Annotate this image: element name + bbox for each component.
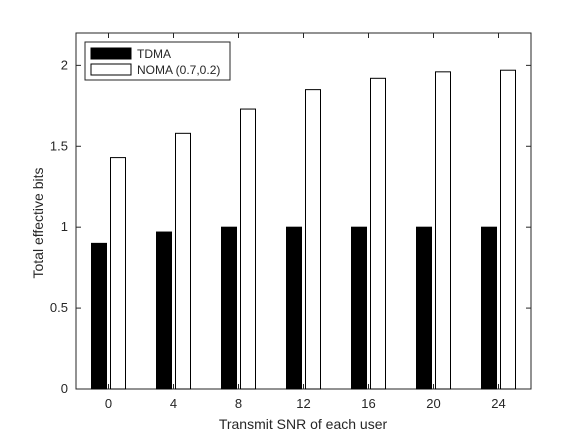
y-tick-label: 2 xyxy=(61,57,68,72)
x-tick-label: 4 xyxy=(170,396,177,411)
legend-swatch-tdma xyxy=(90,47,132,60)
y-tick-label: 1 xyxy=(61,219,68,234)
y-tick-label: 0.5 xyxy=(50,300,68,315)
bar-noma-8 xyxy=(240,108,256,390)
bar-noma-24 xyxy=(500,69,516,390)
bar-tdma-8 xyxy=(221,226,237,390)
x-axis-ticks: 0 4 8 12 16 20 24 xyxy=(105,33,506,411)
y-axis-ticks: 0 0.5 1 1.5 2 xyxy=(50,57,531,396)
plot-frame xyxy=(75,32,532,390)
x-tick-label: 24 xyxy=(491,396,505,411)
x-tick-label: 16 xyxy=(361,396,375,411)
plot-area xyxy=(75,32,532,390)
bar-noma-12 xyxy=(305,89,321,390)
x-tick-label: 20 xyxy=(426,396,440,411)
legend: TDMA NOMA (0.7,0.2) xyxy=(84,41,231,81)
bar-tdma-16 xyxy=(351,226,367,390)
bar-noma-0 xyxy=(110,157,126,390)
y-axis-label: Total effective bits xyxy=(30,167,46,278)
y-tick-label: 0 xyxy=(61,381,68,396)
bar-tdma-0 xyxy=(91,242,107,390)
bar-noma-16 xyxy=(370,77,386,390)
x-tick-label: 8 xyxy=(235,396,242,411)
bar-tdma-20 xyxy=(416,226,432,390)
bar-tdma-4 xyxy=(156,231,172,390)
x-tick-label: 0 xyxy=(105,396,112,411)
legend-swatch-noma xyxy=(90,63,132,76)
bar-tdma-12 xyxy=(286,226,302,390)
x-tick-label: 12 xyxy=(296,396,310,411)
y-tick-label: 1.5 xyxy=(50,138,68,153)
bar-noma-4 xyxy=(175,132,191,390)
x-axis-label: Transmit SNR of each user xyxy=(219,416,388,432)
bar-noma-20 xyxy=(435,71,451,390)
bars xyxy=(91,69,516,390)
bar-tdma-24 xyxy=(481,226,497,390)
legend-label-noma: NOMA (0.7,0.2) xyxy=(137,63,220,77)
legend-label-tdma: TDMA xyxy=(137,47,171,61)
